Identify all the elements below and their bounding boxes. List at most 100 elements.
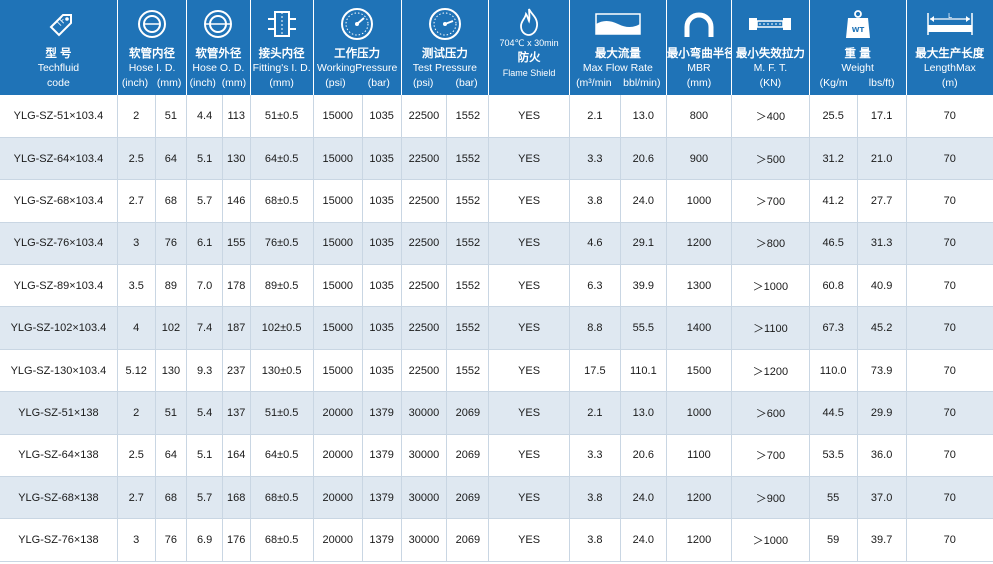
cell-weight-lbs: 45.2 — [857, 306, 907, 350]
cell-flame-shield: YES — [488, 518, 570, 562]
flow-unit-bbl: bbl/min) — [623, 77, 661, 89]
hose-id-unit-mm: (mm) — [156, 77, 182, 89]
flow-icon — [570, 7, 665, 41]
cell-working-bar: 1035 — [362, 95, 402, 138]
mbr-zh: 最小弯曲半径 — [666, 48, 732, 60]
cell-flame-shield: YES — [488, 264, 570, 308]
cell-model-code: YLG-SZ-102×103.4 — [0, 306, 118, 350]
cell-test-bar: 2069 — [446, 391, 490, 435]
hose-od-zh: 软管外径 — [195, 48, 242, 60]
cell-test-bar: 1552 — [446, 137, 490, 181]
fitting-en: Fitting's I. D. — [252, 62, 311, 74]
flow-en: Max Flow Rate — [582, 62, 653, 74]
cell-flame-shield: YES — [488, 179, 570, 223]
col-test-pressure: 测试压力 Test Pressure (psi) (bar) — [401, 0, 490, 95]
cell-working-bar: 1035 — [362, 179, 402, 223]
cell-model-code: YLG-SZ-68×138 — [0, 476, 118, 520]
cell-test-bar: 2069 — [446, 476, 490, 520]
table-row: YLG-SZ-51×103.4 2 51 4.4 113 51±0.5 15000 1035 2… — [0, 95, 993, 138]
cell-weight-lbs: 36.0 — [857, 434, 907, 478]
col-model: TF 型 号 Techfluid code — [0, 0, 118, 95]
hose-outer-diameter-icon — [187, 7, 249, 41]
cell-mft: ＞1200 — [731, 349, 810, 393]
table-row: YLG-SZ-51×138 2 51 5.4 137 51±0.5 20000 1379 300… — [0, 391, 993, 435]
cell-test-psi: 22500 — [401, 137, 448, 181]
cell-fitting-id: 68±0.5 — [250, 179, 314, 223]
table-row: YLG-SZ-68×103.4 2.7 68 5.7 146 68±0.5 15000 103… — [0, 179, 993, 223]
cell-length-max: 70 — [906, 349, 993, 393]
cell-model-code: YLG-SZ-64×138 — [0, 434, 118, 478]
cell-weight-lbs: 40.9 — [857, 264, 907, 308]
table-row: YLG-SZ-64×138 2.5 64 5.1 164 64±0.5 20000 1379 3… — [0, 434, 993, 478]
cell-test-bar: 1552 — [446, 222, 490, 266]
cell-model-code: YLG-SZ-89×103.4 — [0, 264, 118, 308]
cell-flow-m3: 17.5 — [569, 349, 621, 393]
mft-unit: (KN) — [759, 77, 782, 89]
col-max-flow: 最大流量 Max Flow Rate (m³/min bbl/min) — [569, 0, 667, 95]
tension-icon — [732, 7, 808, 41]
cell-flame-shield: YES — [488, 95, 570, 138]
working-zh: 工作压力 — [334, 48, 381, 60]
cell-hose-od-inch: 5.7 — [186, 179, 223, 223]
flow-unit-m3: (m³/min — [576, 77, 612, 89]
cell-hose-id-inch: 2 — [117, 391, 156, 435]
cell-flow-m3: 3.3 — [569, 137, 621, 181]
cell-hose-id-inch: 3 — [117, 222, 156, 266]
cell-test-psi: 22500 — [401, 349, 448, 393]
cell-hose-od-mm: 113 — [222, 95, 251, 138]
hose-od-unit-mm: (mm) — [221, 77, 247, 89]
cell-weight-lbs: 17.1 — [857, 95, 907, 138]
cell-flow-bbl: 13.0 — [620, 391, 667, 435]
svg-text:WT: WT — [851, 26, 864, 34]
cell-mft: ＞800 — [731, 222, 810, 266]
cell-mbr: 1400 — [666, 306, 733, 350]
tag-icon: TF — [0, 7, 116, 41]
test-gauge-icon — [402, 7, 488, 41]
cell-test-psi: 30000 — [401, 476, 448, 520]
cell-weight-lbs: 27.7 — [857, 179, 907, 223]
cell-hose-id-mm: 76 — [155, 518, 188, 562]
cell-model-code: YLG-SZ-130×103.4 — [0, 349, 118, 393]
cell-flow-m3: 3.3 — [569, 434, 621, 478]
cell-hose-od-inch: 9.3 — [186, 349, 223, 393]
cell-hose-id-mm: 68 — [155, 476, 188, 520]
cell-hose-id-inch: 2 — [117, 95, 156, 138]
cell-weight-lbs: 37.0 — [857, 476, 907, 520]
cell-flow-m3: 3.8 — [569, 179, 621, 223]
cell-weight-kg: 31.2 — [809, 137, 858, 181]
cell-weight-kg: 25.5 — [809, 95, 858, 138]
flame-icon — [489, 7, 568, 37]
cell-length-max: 70 — [906, 434, 993, 478]
cell-hose-od-inch: 5.1 — [186, 137, 223, 181]
model-en: Techfluid — [37, 62, 80, 74]
cell-hose-id-mm: 68 — [155, 179, 188, 223]
cell-flow-bbl: 20.6 — [620, 434, 667, 478]
working-en: WorkingPressure — [316, 62, 398, 74]
cell-hose-id-inch: 2.5 — [117, 434, 156, 478]
cell-test-psi: 22500 — [401, 264, 448, 308]
cell-hose-od-mm: 130 — [222, 137, 251, 181]
cell-mbr: 1500 — [666, 349, 733, 393]
cell-working-psi: 15000 — [313, 179, 363, 223]
bend-radius-icon — [667, 7, 731, 41]
cell-hose-od-inch: 5.4 — [186, 391, 223, 435]
header-row: TF 型 号 Techfluid code 软管内径 Hose I. D. (i… — [0, 0, 993, 95]
cell-flame-shield: YES — [488, 349, 570, 393]
cell-weight-kg: 110.0 — [809, 349, 858, 393]
cell-mft: ＞1000 — [731, 518, 810, 562]
working-unit-bar: (bar) — [367, 77, 390, 89]
col-hose-id: 软管内径 Hose I. D. (inch) (mm) — [117, 0, 188, 95]
hose-od-unit-inch: (inch) — [189, 77, 216, 89]
cell-hose-od-inch: 4.4 — [186, 95, 223, 138]
cell-weight-kg: 67.3 — [809, 306, 858, 350]
cell-flow-bbl: 55.5 — [620, 306, 667, 350]
cell-weight-kg: 59 — [809, 518, 858, 562]
weight-en: Weight — [841, 62, 874, 74]
cell-fitting-id: 68±0.5 — [250, 476, 314, 520]
fitting-icon — [251, 7, 313, 41]
cell-fitting-id: 130±0.5 — [250, 349, 314, 393]
cell-flow-m3: 3.8 — [569, 518, 621, 562]
table-row: YLG-SZ-68×138 2.7 68 5.7 168 68±0.5 20000 1379 3… — [0, 476, 993, 520]
cell-model-code: YLG-SZ-51×138 — [0, 391, 118, 435]
cell-flow-m3: 2.1 — [569, 391, 621, 435]
